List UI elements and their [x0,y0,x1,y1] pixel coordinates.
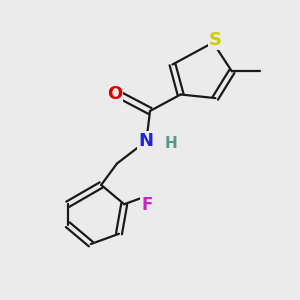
Text: H: H [165,136,177,152]
Text: N: N [138,132,153,150]
Text: F: F [141,196,152,214]
Text: O: O [107,85,122,103]
Text: S: S [209,31,222,49]
